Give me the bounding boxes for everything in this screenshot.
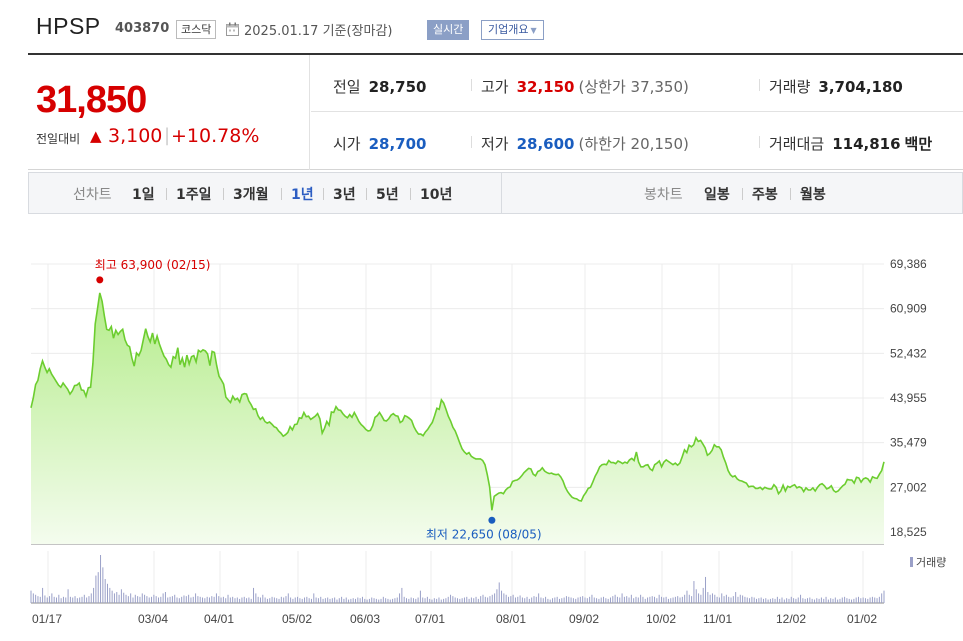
y-tick-label: 52,432 [890,346,927,360]
current-price: 31,850 [36,79,147,121]
volume-legend-icon [910,557,913,567]
y-tick-label: 69,386 [890,257,927,271]
stat-row-top: 전일 28,750 고가 32,150 (상한가 37,350) 거래량 3,704,1… [311,55,963,112]
change-rate: +10.78% [171,125,260,147]
lower-limit: (하한가 20,150) [578,135,689,153]
low-marker [488,516,496,524]
tab-daily-candle[interactable]: 일봉 [704,187,730,203]
tab-3month[interactable]: 3개월 [233,187,269,203]
divider [281,188,282,200]
change-label: 전일대비 [36,132,81,146]
market-badge: 코스닥 [176,20,217,39]
tab-10year[interactable]: 10년 [420,187,453,203]
x-tick-label: 07/01 [415,612,445,626]
prev-close-label: 전일 [333,78,361,96]
y-tick-label: 18,525 [890,525,927,539]
company-overview-label: 기업개요 [488,23,529,36]
high-annotation: 최고 63,900 (02/15) [95,258,211,272]
divider [166,188,167,200]
divider [501,173,502,213]
prev-close-stat: 전일 28,750 [333,76,427,97]
price-summary: 31,850 전일대비 ▲ 3,100 | +10.78% 전일 28,750 고… [28,53,963,170]
volume-label: 거래량 [769,78,811,96]
prev-close-value: 28,750 [368,78,427,96]
divider [323,188,324,200]
amount-label: 거래대금 [769,135,825,153]
price-line [30,292,885,511]
chart-svg[interactable]: 69,386 60,909 52,432 43,955 35,479 27,002 18,5… [0,214,963,641]
high-marker [96,276,104,284]
y-tick-label: 60,909 [890,302,927,316]
stock-name: HPSP [36,13,101,39]
upper-limit: (상한가 37,350) [578,78,689,96]
realtime-button[interactable]: 실시간 [427,20,470,40]
y-tick-label: 27,002 [890,480,927,494]
amount-value: 114,816 [832,135,901,153]
low-value: 28,600 [516,135,575,153]
low-annotation: 최저 22,650 (08/05) [426,527,542,541]
change-separator: | [164,125,171,146]
divider [410,188,411,200]
stock-header: HPSP 403870 코스닥 2025.01.17 기준(장마감) 실시간 기… [0,0,963,50]
open-stat: 시가 28,700 [333,133,427,154]
y-tick-label: 35,479 [890,436,927,450]
divider [366,188,367,200]
x-tick-label: 11/01 [703,612,732,626]
divider [223,188,224,200]
calendar-icon [226,22,239,36]
open-label: 시가 [333,135,361,153]
y-tick-label: 43,955 [890,391,927,405]
open-value: 28,700 [368,135,427,153]
x-tick-label: 04/01 [204,612,234,626]
high-label: 고가 [481,78,509,96]
tab-3year[interactable]: 3년 [333,187,356,203]
x-tick-label: 05/02 [282,612,312,626]
volume-value: 3,704,180 [818,78,903,96]
x-tick-label: 01/17 [32,612,62,626]
low-stat: 저가 28,600 (하한가 20,150) [481,133,689,154]
current-price-panel: 31,850 전일대비 ▲ 3,100 | +10.78% [28,55,310,170]
x-tick-label: 08/01 [496,612,526,626]
divider [471,79,472,91]
up-arrow-icon: ▲ [90,127,102,145]
divider [759,136,760,148]
x-tick-label: 03/04 [138,612,168,626]
low-label: 저가 [481,135,509,153]
x-tick-label: 12/02 [776,612,806,626]
tab-1year[interactable]: 1년 [291,187,314,203]
stock-code: 403870 [115,21,170,36]
price-chart[interactable]: 69,386 60,909 52,432 43,955 35,479 27,002 18,5… [0,214,963,641]
line-chart-label: 선차트 [73,187,112,203]
x-tick-label: 01/02 [847,612,877,626]
divider [742,188,743,200]
tab-monthly-candle[interactable]: 월봉 [800,187,826,203]
tab-5year[interactable]: 5년 [376,187,399,203]
amount-unit: 백만 [904,135,933,153]
divider [471,136,472,148]
tab-1week[interactable]: 1주일 [176,187,212,203]
tab-1day[interactable]: 1일 [132,187,155,203]
volume-stat: 거래량 3,704,180 [769,76,903,97]
chevron-down-icon: ▼ [530,26,537,35]
x-tick-label: 09/02 [569,612,599,626]
volume-legend-label: 거래량 [916,556,946,569]
reference-date: 2025.01.17 기준(장마감) [244,24,393,39]
high-stat: 고가 32,150 (상한가 37,350) [481,76,689,97]
amount-stat: 거래대금 114,816 백만 [769,133,932,154]
tab-weekly-candle[interactable]: 주봉 [752,187,778,203]
candle-chart-label: 봉차트 [644,187,683,203]
x-tick-label: 10/02 [646,612,676,626]
change-amount: 3,100 [108,125,163,147]
divider [790,188,791,200]
stat-row-bottom: 시가 28,700 저가 28,600 (하한가 20,150) 거래대금 114,81… [311,112,963,169]
price-area [31,292,884,544]
divider [759,79,760,91]
high-value: 32,150 [516,78,575,96]
period-selector: 선차트 1일 1주일 3개월 1년 3년 5년 10년 봉차트 일봉 주봉 월봉 [28,172,963,214]
company-overview-button[interactable]: 기업개요 ▼ [481,20,544,40]
x-tick-label: 06/03 [350,612,380,626]
